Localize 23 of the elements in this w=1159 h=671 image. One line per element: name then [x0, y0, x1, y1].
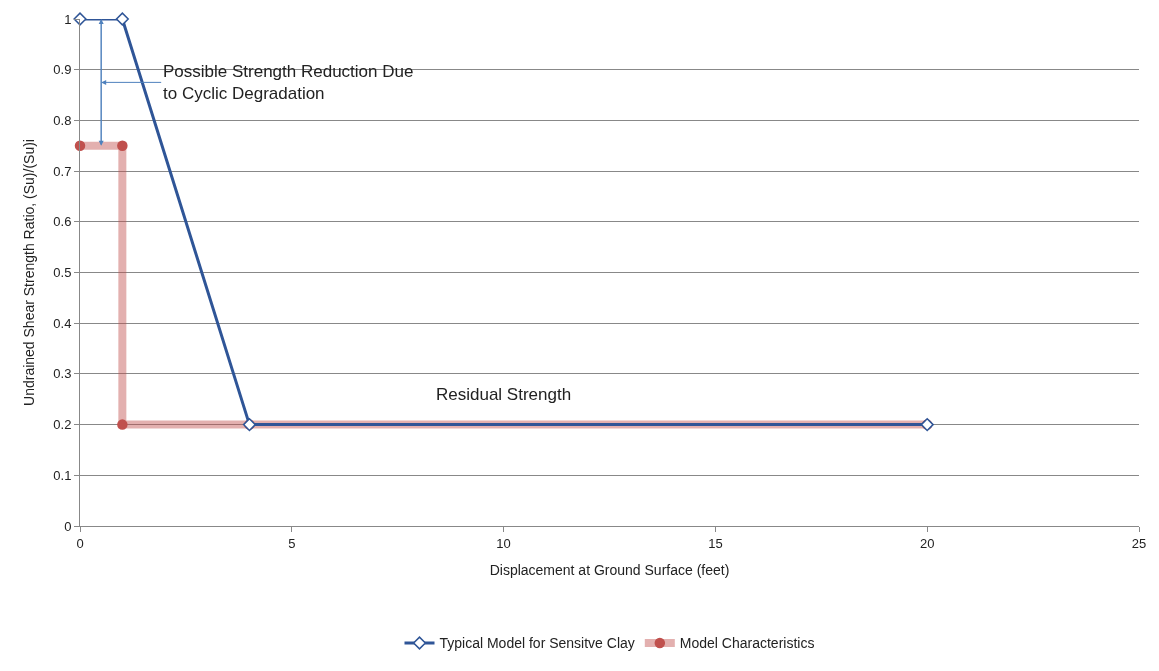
x-tick-label: 15 — [708, 535, 723, 551]
y-tick-label: 0.1 — [53, 467, 72, 483]
annotation: Residual Strength — [436, 385, 572, 404]
x-tick-label: 5 — [288, 535, 296, 551]
y-tick-label: 1 — [64, 11, 72, 27]
x-tick-label: 25 — [1131, 535, 1147, 551]
y-tick-label: 0.8 — [53, 112, 72, 128]
x-axis-title: Displacement at Ground Surface (feet) — [489, 561, 730, 578]
y-tick-label: 0.4 — [53, 315, 72, 331]
x-tick-label: 10 — [496, 535, 511, 551]
legend-label: Model Characteristics — [679, 635, 815, 652]
y-tick-label: 0.3 — [53, 366, 72, 382]
y-tick-label: 0.6 — [53, 214, 72, 230]
y-tick-label: 0.9 — [53, 62, 72, 78]
x-tick-label: 0 — [76, 535, 84, 551]
y-tick-label: 0.7 — [53, 163, 72, 179]
x-tick-label: 20 — [919, 535, 935, 551]
y-axis-title: Undrained Shear Strength Ratio, (Su)/(Su)i — [20, 139, 37, 406]
legend-label: Typical Model for Sensitve Clay — [439, 635, 635, 652]
y-tick-label: 0.5 — [53, 265, 72, 281]
y-tick-label: 0 — [64, 518, 72, 534]
annotation: Possible Strength Reduction Due to Cyclic Degradation — [163, 62, 414, 104]
y-tick-label: 0.2 — [53, 417, 72, 433]
